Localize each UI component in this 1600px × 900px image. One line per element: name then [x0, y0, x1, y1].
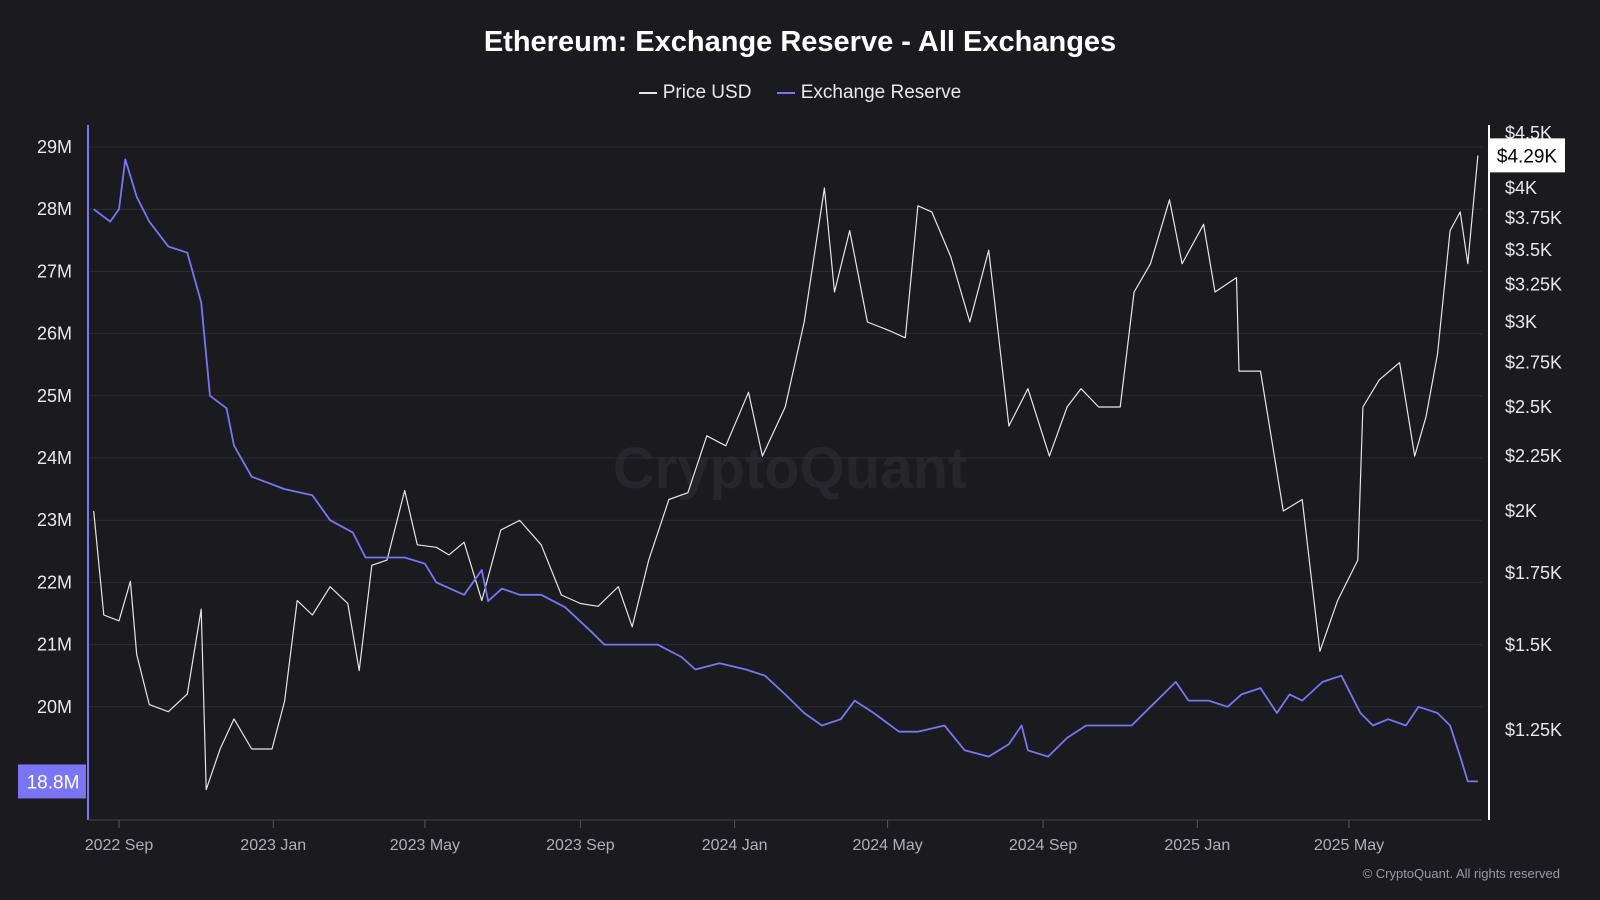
left-tick-label: 25M — [37, 386, 72, 406]
series-line-exchange-reserve — [93, 158, 1478, 783]
legend-label-price: Price USD — [662, 82, 752, 103]
left-tick-label: 24M — [37, 448, 72, 468]
right-tick-label: $1.75K — [1505, 563, 1562, 583]
x-tick-label: 2022 Sep — [85, 837, 154, 854]
legend-swatch-reserve — [776, 92, 795, 94]
right-tick-label: $2.5K — [1505, 397, 1552, 417]
current-price-badge — [1490, 138, 1565, 173]
legend-item-price[interactable]: Price USD — [638, 82, 752, 104]
watermark: CryptoQuant — [613, 436, 967, 501]
x-tick-label: 2023 Jan — [240, 837, 306, 854]
left-tick-label: 23M — [37, 510, 72, 530]
x-tick-label: 2024 Jan — [702, 837, 768, 854]
left-tick-label: 27M — [37, 261, 72, 281]
right-tick-label: $3.5K — [1505, 240, 1552, 260]
chart-title: Ethereum: Exchange Reserve - All Exchang… — [483, 26, 1117, 58]
left-tick-label: 26M — [37, 324, 72, 344]
right-tick-label: $2.25K — [1505, 446, 1562, 466]
series-line-price-usd — [93, 155, 1479, 791]
left-tick-label: 29M — [37, 137, 72, 157]
right-tick-label: $3.25K — [1505, 275, 1562, 295]
x-tick-label: 2024 Sep — [1009, 837, 1078, 854]
current-price-label: $4.29K — [1497, 146, 1558, 167]
left-tick-label: 28M — [37, 199, 72, 219]
current-reserve-label: 18.8M — [27, 772, 80, 793]
right-tick-label: $4.5K — [1505, 123, 1552, 143]
legend-swatch-price — [638, 92, 657, 94]
x-tick-label: 2023 Sep — [546, 837, 615, 854]
right-tick-label: $2K — [1505, 501, 1537, 521]
x-tick-label: 2025 Jan — [1164, 837, 1230, 854]
left-tick-label: 20M — [37, 697, 72, 717]
legend-label-reserve: Exchange Reserve — [800, 82, 962, 103]
left-tick-label: 21M — [37, 635, 72, 655]
x-tick-label: 2023 May — [390, 837, 460, 854]
right-tick-label: $3K — [1505, 312, 1537, 332]
right-tick-label: $2.75K — [1505, 353, 1562, 373]
right-tick-label: $1.5K — [1505, 635, 1552, 655]
legend: Price USD Exchange Reserve — [0, 78, 1600, 104]
left-tick-label: 22M — [37, 572, 72, 592]
right-tick-label: $1.25K — [1505, 720, 1562, 740]
legend-item-reserve[interactable]: Exchange Reserve — [776, 82, 962, 104]
current-reserve-badge — [18, 764, 86, 799]
x-tick-label: 2024 May — [852, 837, 922, 854]
right-tick-label: $3.75K — [1505, 208, 1562, 228]
copyright-credit: © CryptoQuant. All rights reserved — [1362, 866, 1560, 881]
x-tick-label: 2025 May — [1314, 837, 1384, 854]
right-tick-label: $4K — [1505, 178, 1537, 198]
